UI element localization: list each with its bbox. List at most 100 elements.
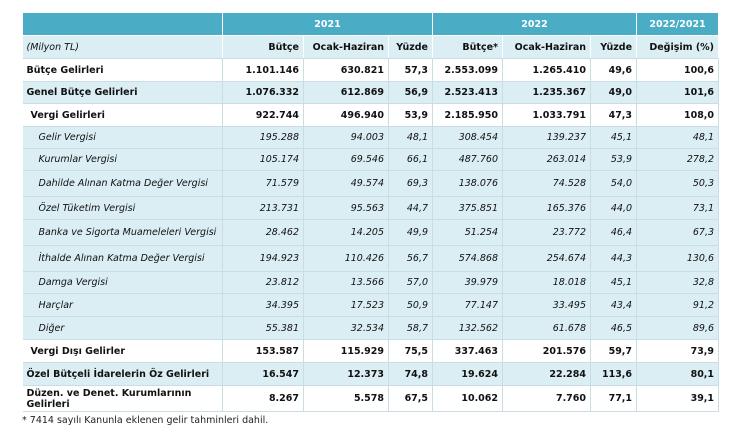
cell: 77,1 [590, 385, 638, 412]
row-label: Düzen. ve Denet. Kurumlarının Gelirleri [22, 385, 223, 412]
row-label: Vergi Gelirleri [22, 103, 223, 127]
column-header-row: (Milyon TL) Bütçe Ocak-Haziran Yüzde Bütçe* O… [22, 35, 720, 59]
cell: 77.147 [432, 293, 504, 317]
cell: 19.624 [432, 362, 504, 386]
cell: 115.929 [303, 339, 389, 363]
cell: 66,1 [388, 148, 434, 171]
column-header: Ocak-Haziran [303, 35, 389, 59]
cell: 80,1 [636, 362, 720, 386]
table-row: Bütçe Gelirleri 1.101.146 630.821 57,3 2.553… [22, 58, 720, 82]
row-label: Bütçe Gelirleri [22, 58, 223, 82]
cell: 213.731 [222, 196, 304, 220]
cell: 48,1 [388, 126, 434, 149]
cell: 108,0 [636, 103, 720, 127]
cell: 496.940 [303, 103, 389, 127]
cell: 57,0 [388, 271, 434, 294]
year-header: 2022/2021 [636, 12, 720, 36]
cell: 44,3 [590, 245, 638, 272]
row-label: Dahilde Alınan Katma Değer Vergisi [22, 170, 223, 197]
row-label: Harçlar [22, 293, 223, 317]
table-body: 2021 2022 2022/2021 (Milyon TL) Bütçe Ocak… [22, 12, 720, 412]
table-row: Dahilde Alınan Katma Değer Vergisi 71.579… [22, 170, 720, 197]
cell: 337.463 [432, 339, 504, 363]
cell: 91,2 [636, 293, 720, 317]
cell: 2.185.950 [432, 103, 504, 127]
cell: 75,5 [388, 339, 434, 363]
row-label: Özel Bütçeli İdarelerin Öz Gelirleri [22, 362, 223, 386]
table-row: Kurumlar Vergisi 105.174 69.546 66,1 487.760… [22, 148, 720, 171]
revenue-table: 2021 2022 2022/2021 (Milyon TL) Bütçe Ocak… [22, 12, 720, 412]
cell: 89,6 [636, 316, 720, 340]
cell: 2.553.099 [432, 58, 504, 82]
cell: 1.265.410 [502, 58, 592, 82]
table-row: Özel Tüketim Vergisi 213.731 95.563 44,7 375… [22, 196, 720, 220]
cell: 73,9 [636, 339, 720, 363]
row-label: Özel Tüketim Vergisi [22, 196, 223, 220]
cell: 1.033.791 [502, 103, 592, 127]
cell: 18.018 [502, 271, 592, 294]
column-header: Bütçe [222, 35, 304, 59]
cell: 28.462 [222, 219, 304, 246]
cell: 105.174 [222, 148, 304, 171]
cell: 56,7 [388, 245, 434, 272]
cell: 46,4 [590, 219, 638, 246]
cell: 922.744 [222, 103, 304, 127]
column-header: Bütçe* [432, 35, 504, 59]
table-row: Vergi Gelirleri 922.744 496.940 53,9 2.185.9… [22, 103, 720, 127]
cell: 39.979 [432, 271, 504, 294]
table-row: Harçlar 34.395 17.523 50,9 77.147 33.495 43,4 9… [22, 293, 720, 317]
cell: 45,1 [590, 271, 638, 294]
header-cell [22, 12, 223, 36]
cell: 16.547 [222, 362, 304, 386]
row-label: Genel Bütçe Gelirleri [22, 81, 223, 104]
cell: 487.760 [432, 148, 504, 171]
row-label: Diğer [22, 316, 223, 340]
cell: 153.587 [222, 339, 304, 363]
cell: 308.454 [432, 126, 504, 149]
cell: 7.760 [502, 385, 592, 412]
cell: 32,8 [636, 271, 720, 294]
footnote: * 7414 sayılı Kanunla eklenen gelir tahm… [22, 415, 269, 426]
cell: 165.376 [502, 196, 592, 220]
cell: 50,9 [388, 293, 434, 317]
cell: 47,3 [590, 103, 638, 127]
cell: 56,9 [388, 81, 434, 104]
cell: 278,2 [636, 148, 720, 171]
cell: 53,9 [388, 103, 434, 127]
row-label: İthalde Alınan Katma Değer Vergisi [22, 245, 223, 272]
cell: 13.566 [303, 271, 389, 294]
cell: 138.076 [432, 170, 504, 197]
cell: 39,1 [636, 385, 720, 412]
table-row: Banka ve Sigorta Muameleleri Vergisi 28.4… [22, 219, 720, 246]
cell: 58,7 [388, 316, 434, 340]
cell: 5.578 [303, 385, 389, 412]
cell: 17.523 [303, 293, 389, 317]
column-header: Yüzde [590, 35, 638, 59]
cell: 139.237 [502, 126, 592, 149]
table-row: Gelir Vergisi 195.288 94.003 48,1 308.454 139… [22, 126, 720, 149]
cell: 67,3 [636, 219, 720, 246]
row-label: Vergi Dışı Gelirler [22, 339, 223, 363]
cell: 375.851 [432, 196, 504, 220]
column-header: Değişim (%) [636, 35, 720, 59]
cell: 67,5 [388, 385, 434, 412]
column-header: Yüzde [388, 35, 434, 59]
cell: 95.563 [303, 196, 389, 220]
cell: 130,6 [636, 245, 720, 272]
cell: 100,6 [636, 58, 720, 82]
cell: 49,6 [590, 58, 638, 82]
cell: 263.014 [502, 148, 592, 171]
cell: 49,9 [388, 219, 434, 246]
cell: 74.528 [502, 170, 592, 197]
cell: 254.674 [502, 245, 592, 272]
header-row: 2021 2022 2022/2021 [22, 12, 720, 36]
cell: 10.062 [432, 385, 504, 412]
year-header: 2022 [432, 12, 638, 36]
cell: 195.288 [222, 126, 304, 149]
column-header: (Milyon TL) [22, 35, 223, 59]
cell: 113,6 [590, 362, 638, 386]
cell: 32.534 [303, 316, 389, 340]
cell: 630.821 [303, 58, 389, 82]
cell: 54,0 [590, 170, 638, 197]
cell: 101,6 [636, 81, 720, 104]
